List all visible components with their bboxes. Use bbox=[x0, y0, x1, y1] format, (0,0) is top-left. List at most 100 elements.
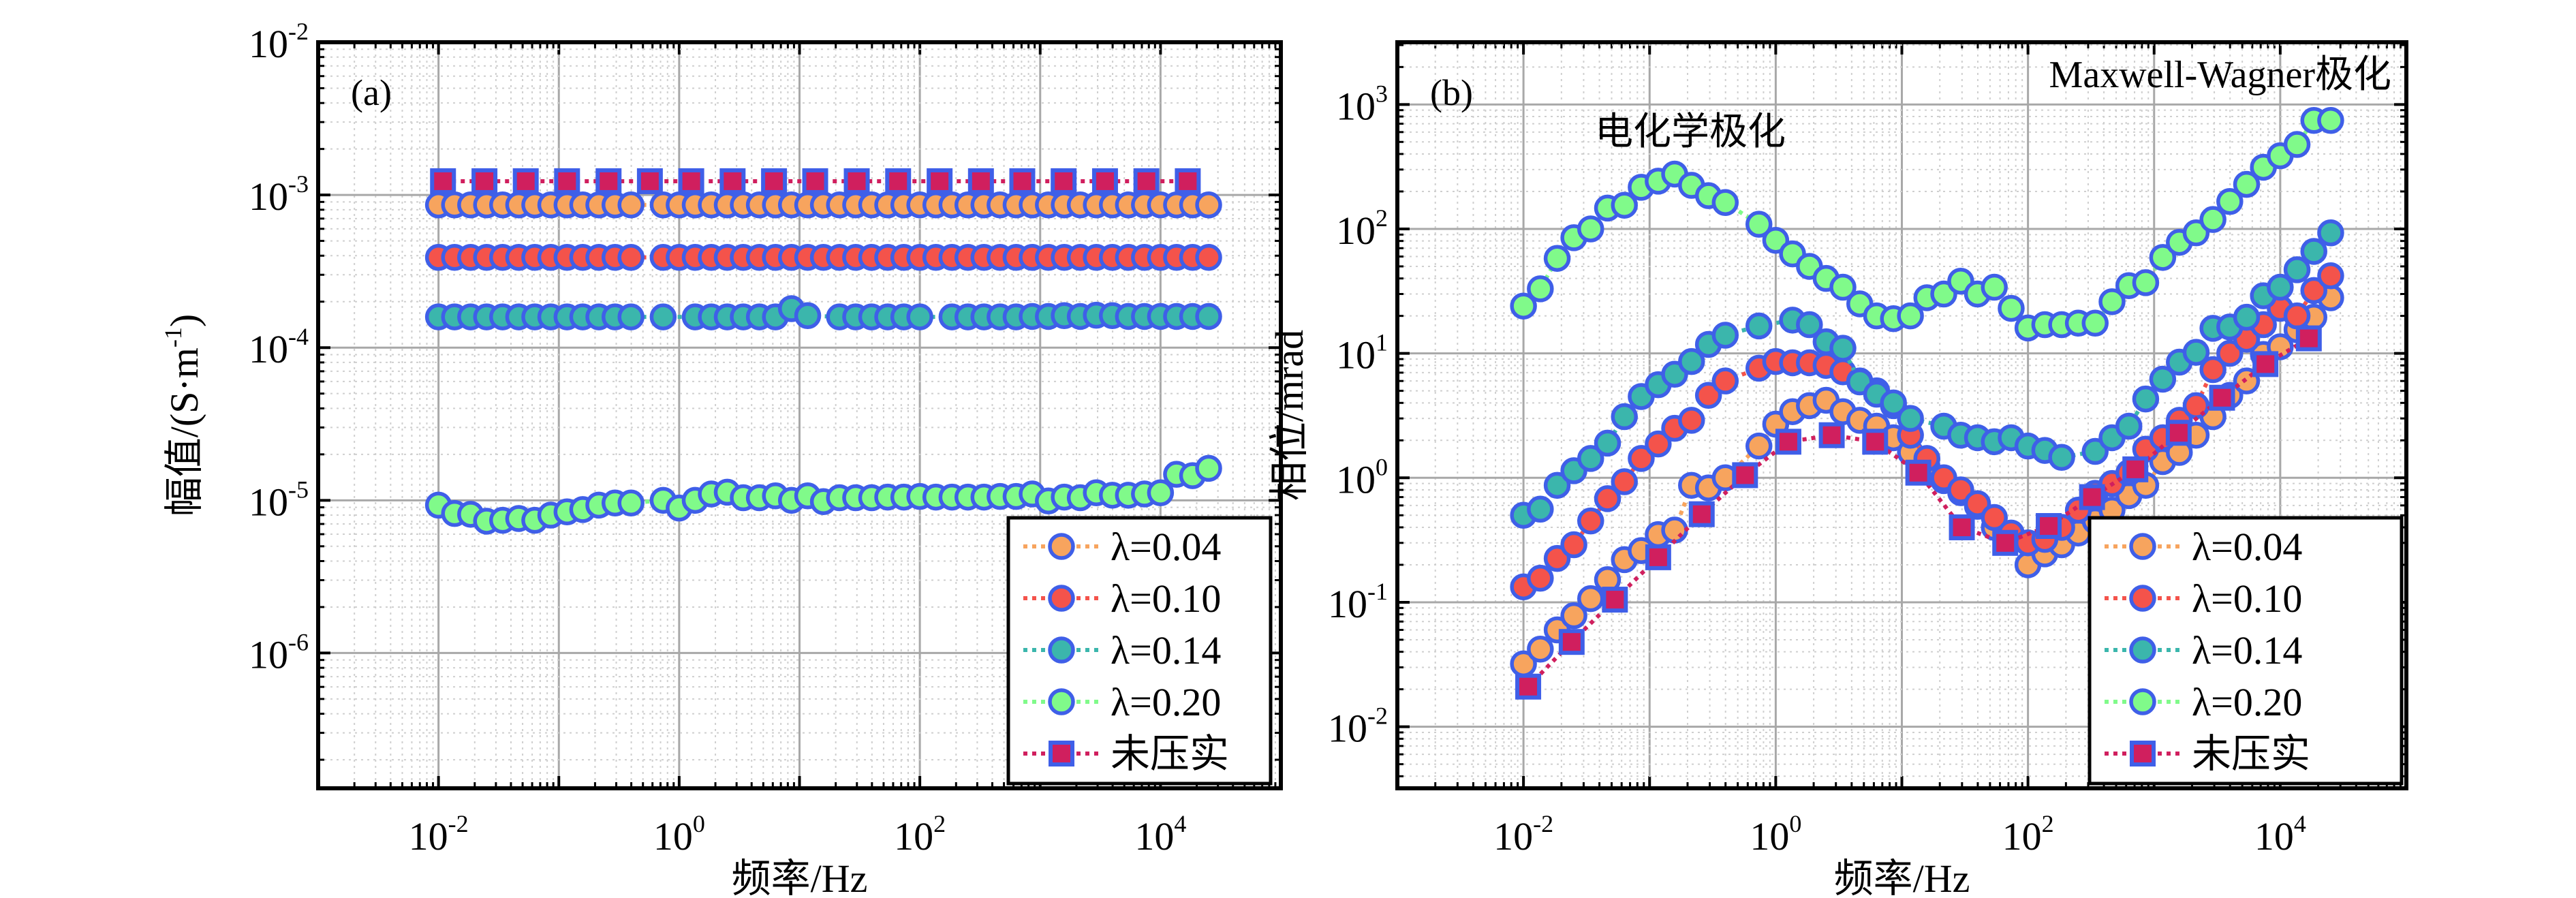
data-point-circle bbox=[1510, 292, 1537, 320]
legend-label: λ=0.04 bbox=[2192, 525, 2302, 569]
data-point-square bbox=[1905, 459, 1931, 486]
data-point-circle bbox=[1543, 245, 1571, 272]
legend: λ=0.04 λ=0.10 λ=0.14 λ=0.20 未压实 bbox=[1006, 516, 1273, 786]
y-tick-label: 10-2 bbox=[1328, 702, 1388, 751]
data-point-circle bbox=[2283, 302, 2311, 330]
legend-item: 未压实 bbox=[2105, 732, 2310, 776]
legend-item: λ=0.14 bbox=[1023, 628, 1221, 672]
data-point-circle bbox=[2199, 356, 2226, 384]
data-point-circle bbox=[2317, 107, 2344, 134]
data-point-square bbox=[1558, 629, 1585, 655]
data-point-circle bbox=[1611, 403, 1638, 431]
legend-item: λ=0.04 bbox=[2105, 525, 2302, 569]
x-axis-label: 频率/Hz bbox=[732, 856, 868, 898]
data-point-square bbox=[1009, 168, 1036, 194]
data-point-square bbox=[636, 168, 663, 194]
data-point-circle bbox=[2081, 309, 2109, 337]
data-point-square bbox=[595, 168, 622, 194]
legend-item: λ=0.10 bbox=[2105, 576, 2302, 621]
plot-frame bbox=[316, 40, 1283, 790]
legend-label: λ=0.10 bbox=[2192, 576, 2302, 621]
data-point-square bbox=[1862, 429, 1889, 455]
data-point-circle bbox=[1577, 445, 1604, 472]
data-point-circle bbox=[1745, 211, 1773, 238]
data-point-circle bbox=[2098, 288, 2126, 315]
panel-label: (b) bbox=[1430, 72, 1473, 113]
data-point-circle bbox=[1560, 531, 1587, 559]
data-point-circle bbox=[1829, 335, 1857, 362]
legend-label: λ=0.04 bbox=[1111, 525, 1221, 569]
y-axis-label: 相位/mrad bbox=[1267, 330, 1312, 501]
y-tick-label: 10-3 bbox=[249, 170, 309, 219]
series-3 bbox=[1510, 219, 2344, 529]
annotation-electrochemical: 电化学极化 bbox=[1595, 111, 1786, 153]
data-point-square bbox=[1949, 514, 1975, 540]
legend-marker-circle bbox=[2129, 688, 2156, 715]
chart-panel-a: 10-2 100 102 104 10-6 10-5 10-4 10-3 10-2 频率/Hz 幅值… bbox=[159, 18, 1283, 898]
legend-label: λ=0.10 bbox=[1111, 576, 1221, 621]
data-point-circle bbox=[1543, 471, 1571, 499]
series-4 bbox=[1510, 107, 2344, 342]
data-point-square bbox=[719, 168, 746, 194]
legend-item: λ=0.20 bbox=[1023, 680, 1221, 724]
data-point-circle bbox=[1947, 476, 1974, 504]
data-point-circle bbox=[1829, 273, 1857, 301]
legend-label: 未压实 bbox=[2192, 732, 2310, 776]
data-point-circle bbox=[1762, 226, 1790, 254]
data-point-circle bbox=[1195, 244, 1222, 271]
legend-item: λ=0.14 bbox=[2105, 628, 2302, 672]
data-point-circle bbox=[1527, 564, 1554, 592]
data-point-circle bbox=[1577, 585, 1604, 613]
y-tick-label: 10-5 bbox=[249, 476, 309, 524]
data-point-circle bbox=[1796, 311, 1823, 339]
data-point-square bbox=[2209, 384, 2235, 411]
data-point-circle bbox=[2132, 385, 2160, 413]
data-point-circle bbox=[1611, 468, 1638, 495]
data-point-square bbox=[1688, 501, 1715, 527]
legend-marker-circle bbox=[1048, 533, 1075, 560]
data-point-circle bbox=[2233, 170, 2261, 198]
data-point-square bbox=[1175, 168, 1201, 194]
data-point-square bbox=[1775, 429, 1801, 455]
data-point-square bbox=[927, 168, 953, 194]
plot-frame bbox=[1395, 40, 2408, 790]
legend-label: λ=0.20 bbox=[2192, 680, 2302, 724]
legend-label: λ=0.14 bbox=[1111, 628, 1221, 672]
legend-marker-square bbox=[1049, 741, 1074, 767]
data-point-circle bbox=[2199, 206, 2226, 233]
data-point-circle bbox=[617, 191, 645, 219]
data-point-square bbox=[430, 168, 456, 194]
data-point-square bbox=[843, 168, 870, 194]
data-point-circle bbox=[1577, 215, 1604, 243]
data-point-circle bbox=[1628, 445, 1655, 472]
data-point-circle bbox=[1594, 485, 1621, 512]
y-tick-label: 103 bbox=[1336, 80, 1388, 128]
legend-marker-circle bbox=[2129, 636, 2156, 664]
data-point-circle bbox=[1711, 322, 1739, 349]
x-tick-label: 10-2 bbox=[409, 810, 469, 858]
data-point-circle bbox=[1711, 367, 1739, 394]
data-point-circle bbox=[649, 303, 677, 330]
data-point-square bbox=[2252, 351, 2279, 377]
data-point-circle bbox=[1543, 544, 1571, 572]
data-point-square bbox=[1051, 168, 1077, 194]
data-point-circle bbox=[2182, 339, 2210, 366]
data-point-circle bbox=[617, 489, 645, 517]
data-point-circle bbox=[1711, 189, 1739, 216]
data-point-square bbox=[512, 168, 539, 194]
data-point-circle bbox=[2132, 269, 2160, 296]
x-tick-label: 10-2 bbox=[1493, 810, 1553, 858]
data-point-circle bbox=[1694, 382, 1722, 409]
data-point-circle bbox=[2283, 256, 2311, 283]
data-point-circle bbox=[1195, 303, 1222, 330]
data-point-circle bbox=[1195, 454, 1222, 482]
data-point-square bbox=[1133, 168, 1160, 194]
y-tick-label: 10-6 bbox=[249, 628, 309, 677]
series-5 bbox=[430, 168, 1201, 194]
data-point-circle bbox=[1897, 405, 1924, 432]
legend-label: λ=0.20 bbox=[1111, 680, 1221, 724]
data-point-circle bbox=[2149, 365, 2177, 393]
y-tick-label: 102 bbox=[1336, 204, 1388, 253]
data-point-circle bbox=[2300, 277, 2327, 305]
